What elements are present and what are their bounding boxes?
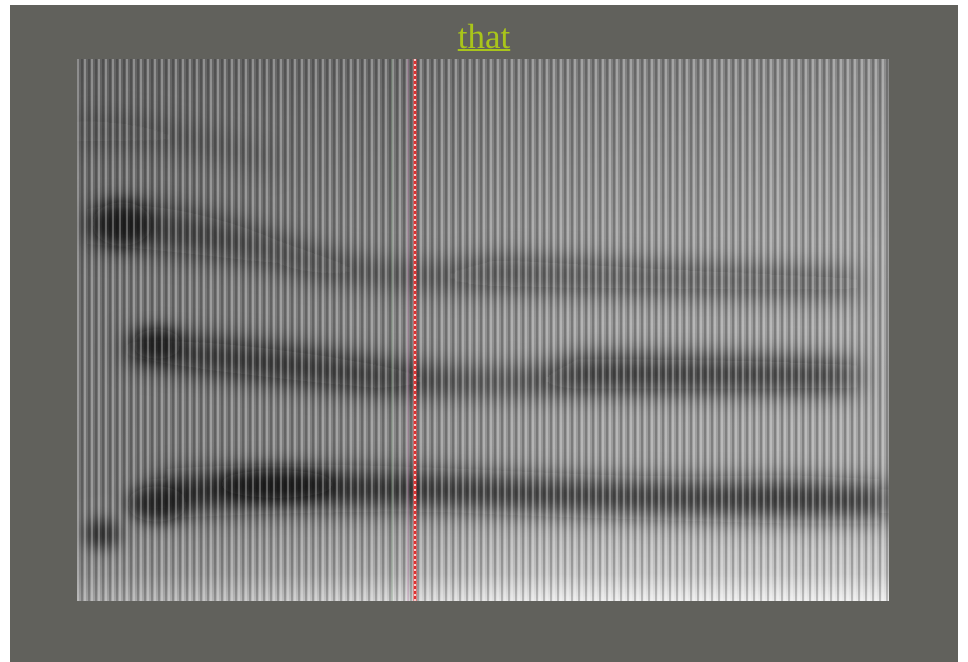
word-link[interactable]: that bbox=[457, 17, 511, 56]
title-bar: that bbox=[10, 17, 958, 57]
spectrogram bbox=[77, 59, 889, 601]
spectrogram-striations bbox=[77, 59, 889, 601]
viewer: that bbox=[10, 5, 958, 662]
